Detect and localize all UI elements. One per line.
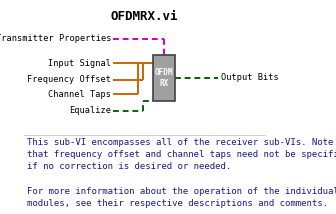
Text: Input Signal: Input Signal [48,59,112,68]
FancyBboxPatch shape [153,55,175,101]
Text: OFDMRX.vi: OFDMRX.vi [111,10,178,23]
Text: Equalize: Equalize [70,106,112,115]
Text: For more information about the operation of the individual
modules, see their re: For more information about the operation… [27,187,336,208]
Text: Channel Taps: Channel Taps [48,90,112,99]
Text: OFDM
RX: OFDM RX [155,68,173,88]
Text: Transmitter Properties: Transmitter Properties [0,34,112,43]
Text: This sub-VI encompasses all of the receiver sub-VIs. Note
that frequency offset : This sub-VI encompasses all of the recei… [27,138,336,171]
Text: Frequency Offset: Frequency Offset [28,75,112,84]
Text: Output Bits: Output Bits [221,73,279,82]
